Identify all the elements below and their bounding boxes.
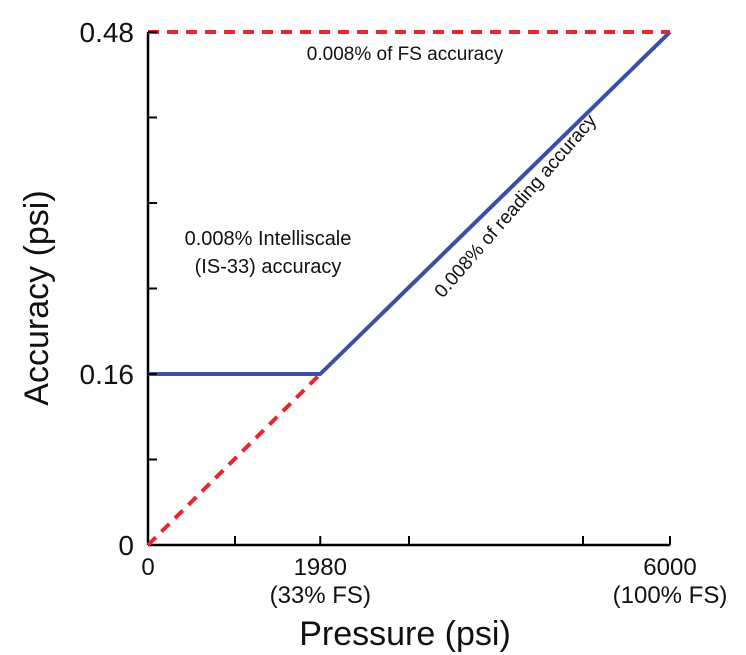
series-layer [146,30,672,547]
y-tick-label-1: 0.16 [80,359,135,390]
x-tick-sublabel-1: (33% FS) [270,582,371,609]
annotation-intelliscale-line2: (IS-33) accuracy [195,256,342,278]
y-axis-label: Accuracy (psi) [18,190,56,405]
annotation-intelliscale-line1: 0.008% Intelliscale [185,228,352,250]
x-tick-sublabel-2: (100% FS) [613,582,728,609]
x-tick-label-1: 1980 [294,554,347,581]
y-tick-label-2: 0.48 [80,17,135,48]
x-tick-label-2: 6000 [643,554,696,581]
ticks: 0 0.16 0.48 0 1980(33% FS) 6000(100% FS) [80,17,728,609]
annotation-fs-accuracy: 0.008% of FS accuracy [307,44,504,65]
series-line-2 [146,372,322,547]
x-axis-label: Pressure (psi) [299,615,511,653]
series-line-0 [148,30,672,376]
x-tick-label-0: 0 [141,554,154,581]
y-tick-label-0: 0 [118,530,134,561]
annotation-reading-accuracy: 0.008% of reading accuracy [431,110,602,302]
